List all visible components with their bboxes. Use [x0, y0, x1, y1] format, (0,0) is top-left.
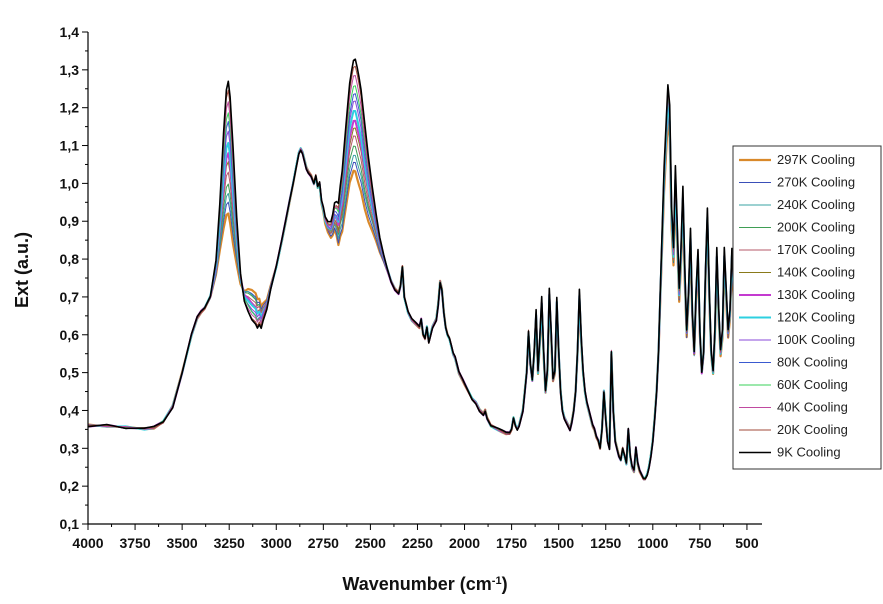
series-line-240k-cooling — [87, 113, 735, 479]
x-tick-label: 500 — [735, 535, 759, 551]
y-tick-label: 0,5 — [60, 365, 80, 381]
legend-entry: 20K Cooling — [777, 422, 848, 437]
legend-entry: 270K Cooling — [777, 175, 855, 190]
series-line-140k-cooling — [87, 104, 735, 481]
y-tick-label: 1,3 — [60, 62, 80, 78]
legend-entry: 240K Cooling — [777, 197, 855, 212]
y-tick-label: 1,4 — [60, 24, 80, 40]
x-tick-label: 1000 — [637, 535, 668, 551]
y-tick-label: 0,7 — [60, 289, 80, 305]
x-axis-title-main: Wavenumber (cm — [342, 574, 491, 594]
legend-box — [732, 145, 882, 470]
y-tick-label: 0,4 — [60, 402, 80, 418]
legend-entry: 80K Cooling — [777, 355, 848, 370]
x-tick-label: 4000 — [72, 535, 103, 551]
y-tick-label: 0,8 — [60, 251, 80, 267]
x-axis-title-end: ) — [502, 574, 508, 594]
legend-entry: 40K Cooling — [777, 400, 848, 415]
series-line-20k-cooling — [87, 65, 735, 481]
plot-area — [87, 58, 735, 481]
x-tick-label: 750 — [688, 535, 712, 551]
series-line-297k-cooling — [87, 118, 735, 480]
series-line-100k-cooling — [87, 96, 735, 481]
y-tick-label: 0,2 — [60, 478, 80, 494]
x-tick-label: 2500 — [355, 535, 386, 551]
x-axis-ticks: 4000 3750 3500 3250 3000 2750 2500 2250 2000 1750… — [72, 524, 759, 551]
y-axis-title: Ext (a.u.) — [12, 232, 32, 308]
series-line-120k-cooling — [87, 100, 735, 479]
x-axis-title: Wavenumber (cm-1) — [342, 574, 507, 594]
y-tick-label: 0,9 — [60, 213, 80, 229]
legend-entry: 130K Cooling — [777, 287, 855, 302]
y-tick-label: 1,0 — [60, 175, 80, 191]
y-tick-label: 1,2 — [60, 100, 80, 116]
x-axis-title-superscript: -1 — [492, 575, 502, 587]
y-axis-ticks: 0,1 0,2 0,3 0,4 0,5 0,6 0,7 0,8 0,9 1,0 1,1 1,2 1,3 1… — [60, 24, 88, 532]
legend-entry: 170K Cooling — [777, 242, 855, 257]
series-line-80k-cooling — [87, 93, 735, 480]
series-line-40k-cooling — [87, 75, 735, 479]
series-line-130k-cooling — [87, 102, 735, 479]
series-line-270k-cooling — [87, 114, 735, 481]
legend-entry: 140K Cooling — [777, 265, 855, 280]
y-tick-label: 0,3 — [60, 440, 80, 456]
legend-entry: 120K Cooling — [777, 310, 855, 325]
series-line-170k-cooling — [87, 107, 735, 480]
x-tick-label: 1500 — [543, 535, 574, 551]
y-tick-label: 0,1 — [60, 516, 80, 532]
series-line-9k-cooling — [87, 58, 735, 480]
y-tick-label: 1,1 — [60, 138, 80, 154]
x-tick-label: 2250 — [402, 535, 433, 551]
legend-entry: 60K Cooling — [777, 377, 848, 392]
x-tick-label: 2000 — [449, 535, 480, 551]
legend-entry: 100K Cooling — [777, 332, 855, 347]
legend-entry: 9K Cooling — [777, 445, 841, 460]
x-tick-label: 3750 — [119, 535, 150, 551]
series-line-60k-cooling — [87, 85, 735, 479]
series-line-200k-cooling — [87, 111, 735, 479]
legend: 297K Cooling 270K Cooling 240K Cooling 200K… — [732, 145, 882, 470]
y-tick-label: 0,6 — [60, 327, 80, 343]
x-tick-label: 1250 — [590, 535, 621, 551]
x-tick-label: 2750 — [308, 535, 339, 551]
x-tick-label: 3250 — [214, 535, 245, 551]
x-tick-label: 1750 — [496, 535, 527, 551]
legend-entry: 200K Cooling — [777, 220, 855, 235]
legend-entry: 297K Cooling — [777, 152, 855, 167]
x-tick-label: 3500 — [167, 535, 198, 551]
x-tick-label: 3000 — [261, 535, 292, 551]
